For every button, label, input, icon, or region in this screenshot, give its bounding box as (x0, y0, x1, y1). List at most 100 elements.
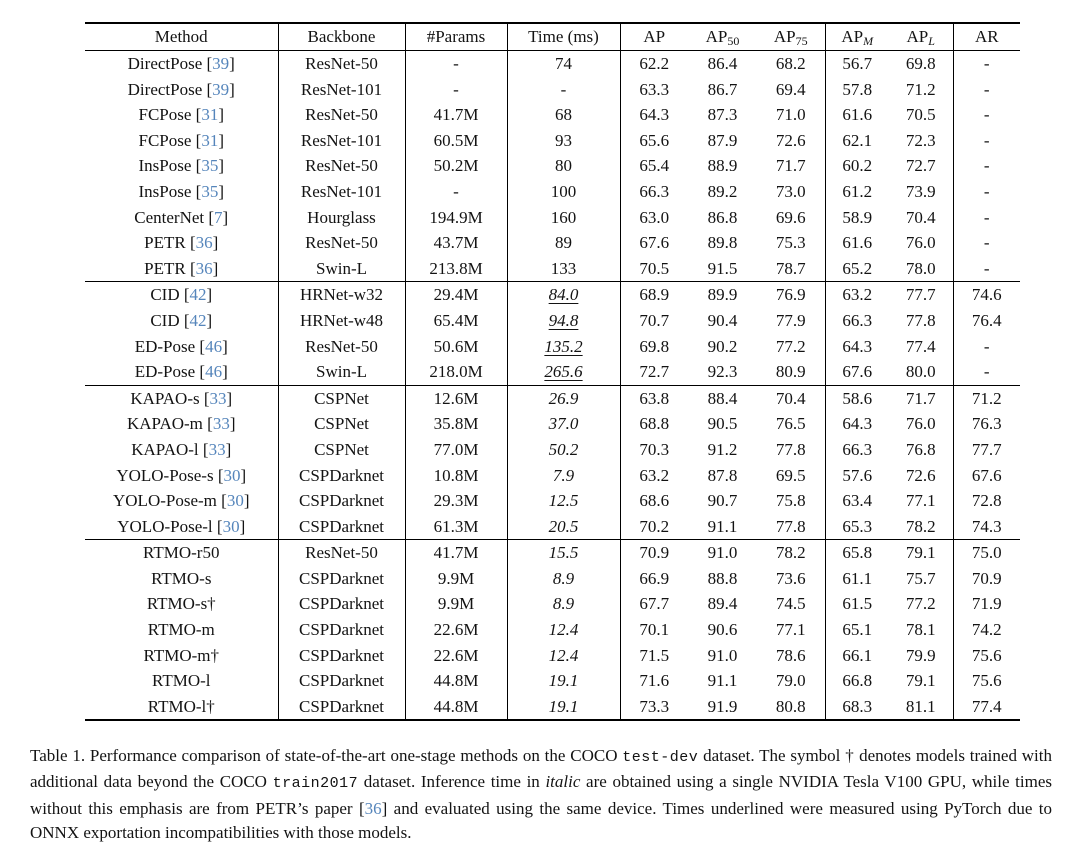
citation-link[interactable]: 33 (208, 439, 226, 459)
citation-link[interactable]: 42 (189, 285, 207, 305)
citation-link[interactable]: 7 (214, 207, 223, 227)
cell-method: CID [42] (85, 281, 278, 308)
citation-link[interactable]: 33 (212, 414, 230, 434)
cell-ap75: 68.2 (775, 54, 806, 73)
cell-params: 194.9M (404, 204, 507, 231)
caption-segment: Table 1. Performance comparison of state… (30, 746, 623, 765)
cell-ap50: 86.8 (707, 207, 738, 227)
cell-ap75: 77.2 (775, 336, 806, 356)
cell-ar: 76.4 (952, 307, 1020, 334)
cell-method: KAPAO-m [33] (127, 414, 236, 434)
citation-link[interactable]: 30 (222, 516, 240, 536)
cell-ap75: 74.5 (775, 594, 806, 614)
time-value: 160 (550, 207, 577, 227)
table-row: CID [42] HRNet-w48 65.4M 94.8 70.7 90.4 77.9 66… (85, 307, 1020, 334)
cell-params: 213.8M (404, 255, 507, 282)
cell-ar: 71.2 (952, 384, 1020, 412)
citation-link[interactable]: 35 (201, 181, 219, 201)
citation-link[interactable]: 39 (212, 54, 230, 73)
cell-ap: 70.5 (619, 255, 688, 282)
citation-link[interactable]: 46 (205, 362, 223, 382)
cell-ap50: 87.3 (707, 105, 738, 125)
cell-params: - (404, 178, 507, 205)
time-value: 133 (550, 258, 577, 278)
table-row: PETR [36] ResNet-50 43.7M 89 67.6 89.8 75.3 61.… (85, 230, 1020, 256)
cell-apm: 61.1 (824, 565, 889, 592)
time-value: 7.9 (552, 465, 575, 485)
cell-time: 68 (506, 102, 620, 128)
method-name: RTMO-r50 (143, 543, 220, 563)
method-name: InsPose (138, 181, 192, 201)
cell-backbone: CSPDarknet (277, 642, 405, 669)
method-name: KAPAO-l (131, 439, 199, 459)
cell-ap: 63.0 (619, 204, 688, 231)
cell-backbone: CSPDarknet (277, 462, 405, 489)
citation-link[interactable]: 30 (223, 465, 241, 485)
results-table-container: Method Backbone #Params Time (ms) AP AP50 AP75… (85, 22, 1020, 722)
citation-link[interactable]: 33 (209, 388, 227, 408)
citation-link[interactable]: 31 (201, 130, 219, 150)
table-row: KAPAO-l [33] CSPNet 77.0M 50.2 70.3 91.2 77.8 6… (85, 436, 1020, 463)
cell-ap: 65.4 (619, 153, 688, 179)
cell-method: RTMO-s (85, 566, 278, 592)
cell-params: 22.6M (404, 642, 507, 669)
cell-apm: 63.4 (824, 488, 889, 514)
method-name: RTMO-s† (146, 594, 216, 614)
cell-apm: 66.8 (824, 668, 889, 694)
col-header-apm: APM (824, 23, 889, 51)
col-header-method: Method (85, 23, 278, 51)
citation-link[interactable]: 36 (195, 233, 213, 253)
table-row: PETR [36] Swin-L 213.8M 133 70.5 91.5 78.7 65.2… (85, 255, 1020, 282)
cell-ap: 71.5 (619, 642, 688, 669)
cell-apl: 70.5 (905, 105, 936, 125)
cell-apl: 79.9 (905, 645, 936, 665)
table-body: DirectPose [39] ResNet-50-74 62.2 86.4 68.2 5… (85, 50, 1020, 721)
table-row: ED-Pose [46] ResNet-50 50.6M 135.2 69.8 90.2 7… (85, 333, 1020, 360)
table-row: RTMO-s† CSPDarknet 9.9M 8.9 67.7 89.4 74.5 61.5… (85, 591, 1020, 618)
cell-apl: 69.8 (905, 54, 936, 73)
cell-method: RTMO-l† (85, 694, 278, 721)
cell-backbone: CSPDarknet (277, 488, 405, 514)
cell-ap75: 73.0 (775, 181, 806, 201)
cell-apm: 63.2 (824, 281, 889, 308)
caption-segment: test-dev (622, 749, 699, 766)
table-row: DirectPose [39] ResNet-50-74 62.2 86.4 68.2 5… (85, 50, 1020, 77)
cell-backbone: Hourglass (277, 204, 405, 231)
cell-ap: 68.6 (619, 488, 688, 514)
citation-link[interactable]: 42 (189, 310, 207, 330)
col-header-subscript: 50 (727, 34, 740, 49)
citation-link[interactable]: 36 (364, 798, 382, 818)
cell-backbone: ResNet-101 (277, 178, 405, 205)
cell-method: InsPose [35] (138, 156, 225, 176)
citation-link[interactable]: 36 (195, 258, 213, 278)
time-value: 68 (555, 105, 572, 125)
caption-segment: are obtained using a single NVIDIA Tesla… (30, 772, 1053, 818)
cell-method: RTMO-m (85, 617, 278, 643)
time-value: 15.5 (548, 543, 579, 563)
cell-params: - (404, 50, 507, 77)
cell-backbone: ResNet-50 (277, 333, 405, 360)
citation-link[interactable]: 35 (201, 156, 219, 176)
citation-link[interactable]: 31 (201, 105, 219, 125)
cell-ap75: 76.9 (757, 281, 825, 308)
cell-params: 61.3M (404, 513, 507, 540)
citation-link[interactable]: 39 (212, 79, 230, 99)
cell-params: 77.0M (404, 436, 507, 463)
cell-apm: 61.6 (824, 230, 889, 256)
cell-ap50: 89.2 (707, 181, 738, 201)
citation-link[interactable]: 30 (226, 491, 244, 511)
cell-ar: 74.3 (952, 513, 1020, 540)
cell-backbone: ResNet-101 (277, 127, 405, 154)
cell-ap75: 75.3 (775, 233, 806, 253)
cell-ar: 76.3 (952, 411, 1020, 437)
cell-ap75: 77.8 (775, 439, 806, 459)
cell-ap50: 91.1 (707, 671, 738, 691)
citation-link[interactable]: 46 (205, 336, 223, 356)
cell-params: 29.4M (404, 281, 507, 308)
method-name: RTMO-s (151, 568, 212, 588)
cell-ap75: 69.4 (775, 79, 806, 99)
cell-apl: 78.1 (905, 620, 936, 640)
cell-params: 44.8M (404, 693, 507, 721)
time-value: 50.2 (548, 439, 579, 459)
col-header-time: Time (ms) (506, 23, 620, 51)
